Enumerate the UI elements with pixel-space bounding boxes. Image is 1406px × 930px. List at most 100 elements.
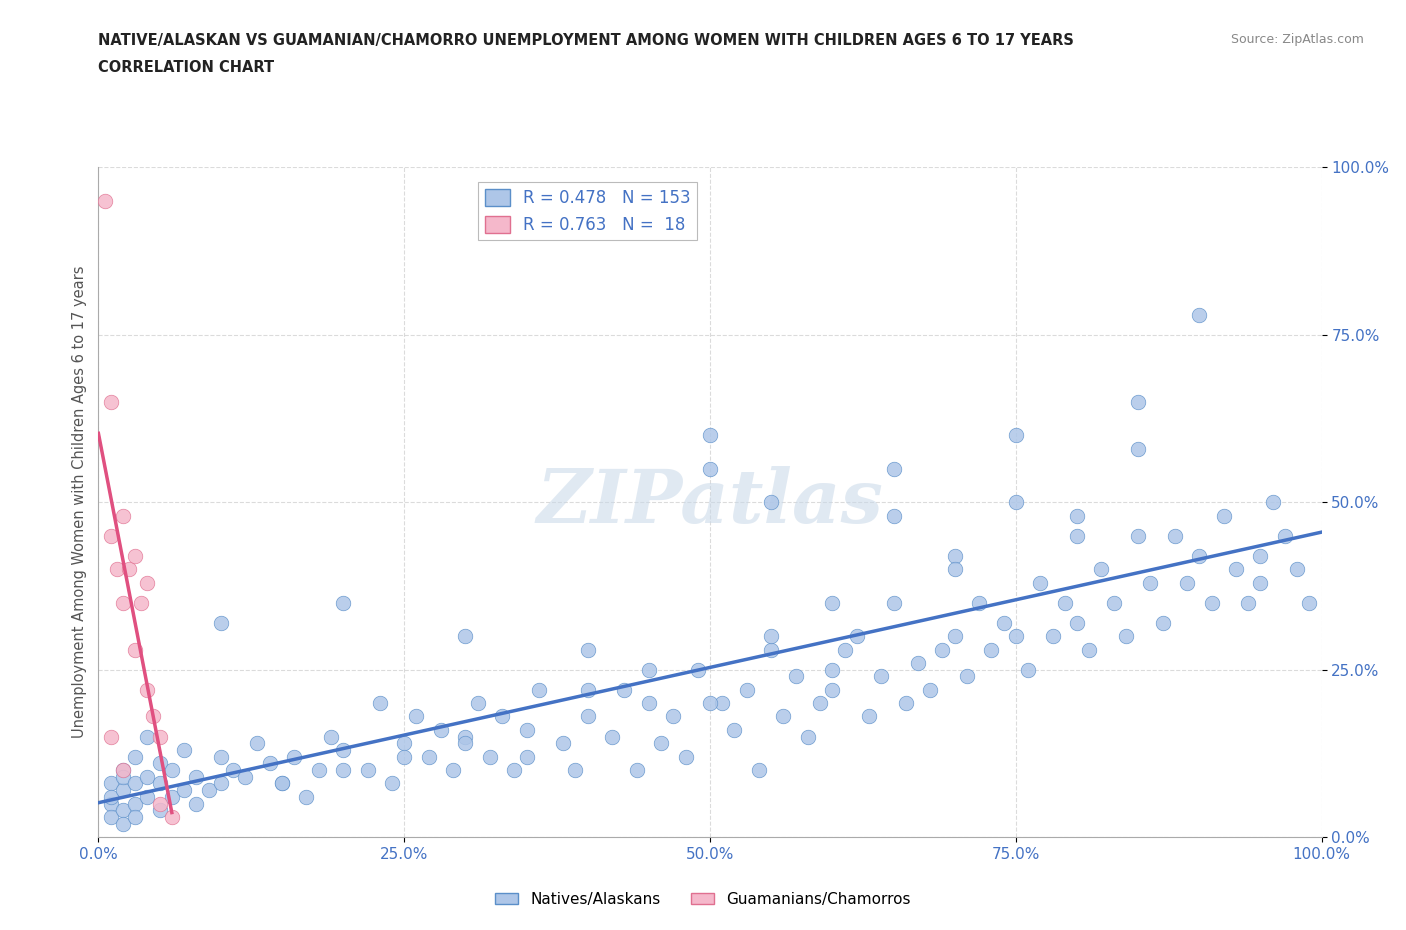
Point	[173, 742, 195, 757]
Point	[761, 495, 783, 510]
Point	[576, 709, 599, 724]
Point	[1261, 495, 1284, 510]
Point	[142, 709, 165, 724]
Point	[111, 595, 134, 610]
Point	[319, 729, 342, 744]
Point	[381, 776, 404, 790]
Point	[613, 683, 636, 698]
Point	[576, 683, 599, 698]
Point	[491, 709, 513, 724]
Point	[1274, 528, 1296, 543]
Point	[124, 796, 146, 811]
Point	[845, 629, 868, 644]
Point	[124, 549, 146, 564]
Point	[105, 562, 128, 577]
Point	[246, 736, 269, 751]
Point	[626, 763, 648, 777]
Point	[711, 696, 734, 711]
Point	[454, 729, 477, 744]
Point	[100, 729, 122, 744]
Point	[111, 783, 134, 798]
Point	[1249, 575, 1271, 590]
Point	[980, 642, 1002, 657]
Point	[454, 736, 477, 751]
Point	[111, 763, 134, 777]
Point	[637, 696, 661, 711]
Point	[931, 642, 953, 657]
Point	[1078, 642, 1101, 657]
Point	[858, 709, 880, 724]
Point	[1212, 508, 1234, 523]
Point	[197, 783, 219, 798]
Point	[186, 769, 208, 784]
Point	[1004, 629, 1026, 644]
Point	[283, 750, 305, 764]
Point	[136, 683, 159, 698]
Point	[136, 769, 159, 784]
Point	[735, 683, 758, 698]
Point	[564, 763, 586, 777]
Point	[111, 508, 134, 523]
Point	[1102, 595, 1125, 610]
Point	[100, 394, 122, 409]
Text: CORRELATION CHART: CORRELATION CHART	[98, 60, 274, 75]
Point	[821, 662, 844, 677]
Point	[1237, 595, 1260, 610]
Point	[308, 763, 330, 777]
Point	[124, 750, 146, 764]
Point	[761, 642, 783, 657]
Point	[650, 736, 672, 751]
Point	[808, 696, 831, 711]
Point	[662, 709, 685, 724]
Point	[1139, 575, 1161, 590]
Point	[699, 461, 721, 476]
Point	[124, 642, 146, 657]
Point	[160, 763, 183, 777]
Point	[1188, 307, 1211, 322]
Point	[129, 595, 152, 610]
Point	[100, 809, 122, 824]
Point	[332, 763, 354, 777]
Point	[149, 756, 172, 771]
Point	[956, 669, 979, 684]
Point	[100, 776, 122, 790]
Point	[270, 776, 294, 790]
Point	[332, 595, 354, 610]
Point	[1128, 528, 1150, 543]
Point	[160, 790, 183, 804]
Point	[111, 769, 134, 784]
Point	[1164, 528, 1187, 543]
Point	[100, 528, 122, 543]
Point	[943, 562, 966, 577]
Legend: Natives/Alaskans, Guamanians/Chamorros: Natives/Alaskans, Guamanians/Chamorros	[489, 886, 917, 913]
Point	[124, 776, 146, 790]
Point	[967, 595, 990, 610]
Point	[1004, 428, 1026, 443]
Point	[1066, 528, 1088, 543]
Point	[222, 763, 245, 777]
Point	[503, 763, 526, 777]
Point	[993, 616, 1015, 631]
Point	[149, 776, 172, 790]
Point	[93, 193, 115, 208]
Point	[430, 723, 453, 737]
Point	[1286, 562, 1309, 577]
Point	[883, 508, 905, 523]
Point	[1066, 508, 1088, 523]
Point	[1042, 629, 1064, 644]
Point	[761, 629, 783, 644]
Point	[392, 750, 416, 764]
Point	[111, 817, 134, 831]
Point	[173, 783, 195, 798]
Point	[124, 809, 146, 824]
Point	[1053, 595, 1076, 610]
Point	[1115, 629, 1137, 644]
Point	[785, 669, 807, 684]
Point	[454, 629, 477, 644]
Point	[136, 575, 159, 590]
Point	[675, 750, 697, 764]
Point	[186, 796, 208, 811]
Point	[467, 696, 489, 711]
Point	[943, 629, 966, 644]
Point	[797, 729, 820, 744]
